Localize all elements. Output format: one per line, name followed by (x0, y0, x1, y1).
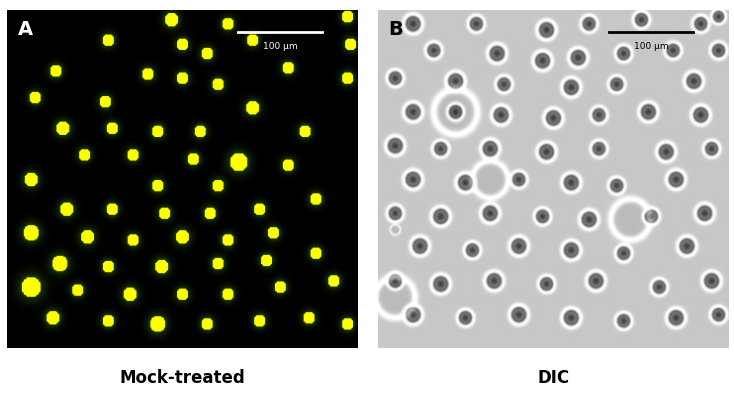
Text: A: A (18, 20, 33, 39)
Text: B: B (388, 20, 403, 39)
Text: 100 μm: 100 μm (633, 42, 669, 51)
Text: DIC: DIC (537, 369, 569, 387)
Text: 100 μm: 100 μm (263, 42, 298, 51)
Text: Mock-treated: Mock-treated (120, 369, 245, 387)
